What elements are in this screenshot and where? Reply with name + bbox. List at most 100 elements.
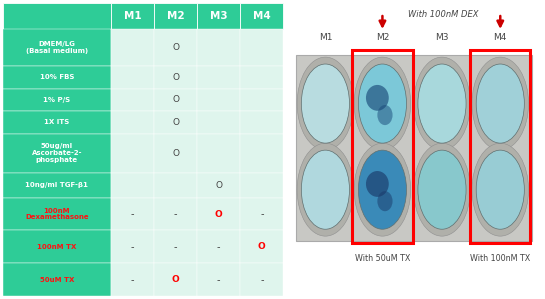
Text: 10% FBS: 10% FBS: [40, 74, 74, 80]
Ellipse shape: [414, 143, 470, 236]
Bar: [3, 198, 111, 231]
Bar: [111, 111, 154, 134]
Text: DMEM/LG
(Basal medium): DMEM/LG (Basal medium): [26, 41, 88, 54]
Bar: [197, 29, 240, 66]
Bar: [154, 173, 197, 198]
Bar: [111, 198, 154, 231]
Ellipse shape: [354, 57, 411, 150]
Bar: [197, 3, 240, 29]
Text: -: -: [260, 274, 264, 285]
Bar: [3, 111, 111, 134]
Ellipse shape: [377, 191, 392, 211]
Bar: [154, 29, 197, 66]
Bar: [470, 50, 530, 243]
Text: -: -: [131, 274, 134, 285]
Bar: [352, 50, 413, 243]
Bar: [3, 3, 111, 29]
Bar: [154, 134, 197, 173]
Bar: [111, 89, 154, 111]
Ellipse shape: [418, 150, 466, 229]
Text: 1X ITS: 1X ITS: [44, 119, 69, 126]
Bar: [111, 29, 154, 66]
Bar: [197, 111, 240, 134]
Bar: [197, 89, 240, 111]
Bar: [240, 3, 283, 29]
Text: 50uM TX: 50uM TX: [40, 277, 74, 283]
Bar: [111, 231, 154, 263]
Bar: [154, 231, 197, 263]
Bar: [111, 3, 154, 29]
Bar: [240, 198, 283, 231]
Text: M1: M1: [124, 11, 141, 21]
Ellipse shape: [301, 150, 349, 229]
Text: O: O: [215, 210, 222, 219]
Bar: [3, 29, 111, 66]
Bar: [240, 66, 283, 89]
Text: O: O: [172, 73, 179, 82]
Ellipse shape: [472, 143, 529, 236]
Ellipse shape: [366, 85, 389, 111]
Bar: [197, 134, 240, 173]
Ellipse shape: [472, 57, 529, 150]
Text: 100nM
Dexamethasone: 100nM Dexamethasone: [25, 208, 89, 220]
Text: With 50uM TX: With 50uM TX: [355, 254, 410, 263]
Ellipse shape: [359, 64, 407, 143]
Ellipse shape: [418, 64, 466, 143]
Text: O: O: [215, 181, 222, 190]
Bar: [3, 134, 111, 173]
Ellipse shape: [414, 57, 470, 150]
Text: -: -: [131, 242, 134, 252]
Text: With 100nM TX: With 100nM TX: [470, 254, 530, 263]
Bar: [111, 134, 154, 173]
Text: O: O: [172, 118, 179, 127]
Text: M4: M4: [494, 33, 507, 42]
Bar: [197, 173, 240, 198]
Text: O: O: [172, 149, 179, 158]
Ellipse shape: [366, 171, 389, 197]
Text: -: -: [217, 274, 220, 285]
Bar: [240, 173, 283, 198]
Bar: [3, 173, 111, 198]
Text: M1: M1: [319, 33, 332, 42]
Text: 1% P/S: 1% P/S: [43, 97, 70, 103]
Bar: [240, 111, 283, 134]
Ellipse shape: [359, 150, 407, 229]
Text: O: O: [172, 43, 179, 52]
Bar: [240, 263, 283, 296]
Text: O: O: [172, 275, 179, 284]
Bar: [154, 198, 197, 231]
Text: M4: M4: [253, 11, 271, 21]
Text: 10ng/ml TGF-β1: 10ng/ml TGF-β1: [25, 182, 88, 188]
Text: -: -: [217, 242, 220, 252]
Text: M3: M3: [435, 33, 449, 42]
Text: -: -: [260, 209, 264, 219]
Text: O: O: [172, 95, 179, 104]
Text: 50ug/ml
Ascorbate-2-
phosphate: 50ug/ml Ascorbate-2- phosphate: [32, 144, 82, 163]
Text: With 100nM DEX: With 100nM DEX: [408, 10, 479, 19]
Bar: [3, 66, 111, 89]
Bar: [197, 66, 240, 89]
Bar: [154, 66, 197, 89]
Ellipse shape: [476, 150, 524, 229]
Bar: [240, 231, 283, 263]
Text: -: -: [174, 242, 177, 252]
Text: 100nM TX: 100nM TX: [37, 244, 76, 250]
Bar: [296, 55, 532, 241]
Bar: [197, 231, 240, 263]
Ellipse shape: [354, 143, 411, 236]
Bar: [240, 29, 283, 66]
Text: M2: M2: [376, 33, 389, 42]
Bar: [197, 263, 240, 296]
Text: M2: M2: [167, 11, 184, 21]
Ellipse shape: [297, 143, 354, 236]
Bar: [240, 89, 283, 111]
Bar: [3, 263, 111, 296]
Ellipse shape: [301, 64, 349, 143]
Ellipse shape: [297, 57, 354, 150]
Bar: [111, 66, 154, 89]
Bar: [3, 89, 111, 111]
Bar: [111, 173, 154, 198]
Ellipse shape: [476, 64, 524, 143]
Ellipse shape: [377, 105, 392, 125]
Bar: [154, 3, 197, 29]
